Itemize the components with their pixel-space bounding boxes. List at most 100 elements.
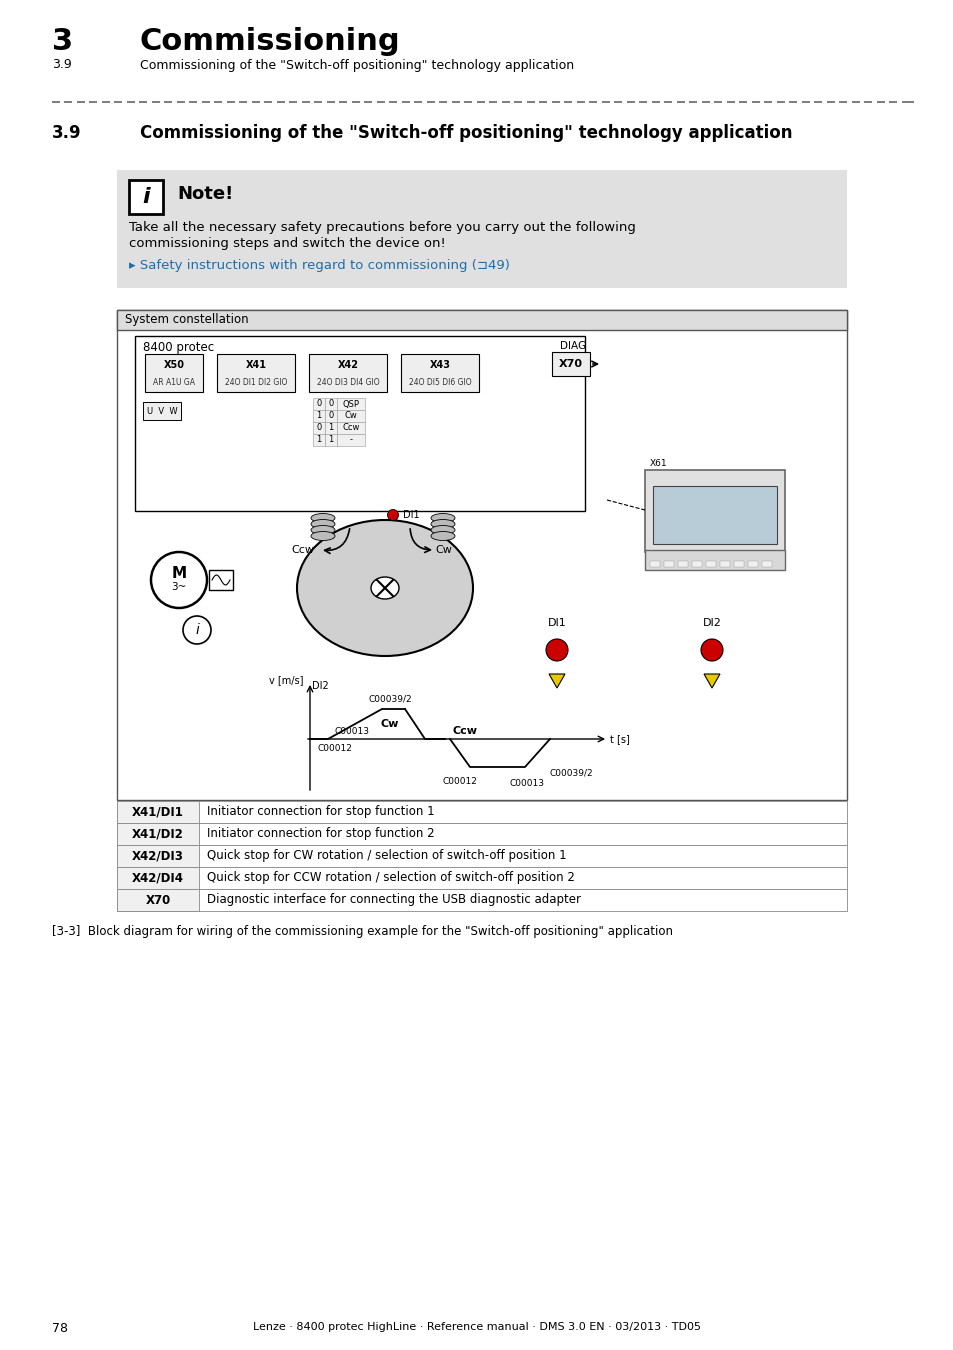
Text: X61: X61 xyxy=(649,459,667,468)
Text: 1: 1 xyxy=(316,436,321,444)
Bar xyxy=(652,486,776,544)
Bar xyxy=(313,423,325,433)
Bar xyxy=(720,562,729,567)
Bar xyxy=(117,310,846,801)
Circle shape xyxy=(700,639,722,662)
Text: v [m/s]: v [m/s] xyxy=(269,675,304,684)
Text: X41/DI1: X41/DI1 xyxy=(132,806,184,818)
Text: ▸ Safety instructions with regard to commissioning (⊐49): ▸ Safety instructions with regard to com… xyxy=(129,259,509,273)
Text: Cw: Cw xyxy=(435,545,452,555)
Bar xyxy=(691,562,701,567)
Text: DI2: DI2 xyxy=(701,618,720,628)
Text: 24O DI1 DI2 GIO: 24O DI1 DI2 GIO xyxy=(225,378,287,387)
Text: commissioning steps and switch the device on!: commissioning steps and switch the devic… xyxy=(129,236,445,250)
Text: [3-3]  Block diagram for wiring of the commissioning example for the "Switch-off: [3-3] Block diagram for wiring of the co… xyxy=(52,925,672,938)
Text: M: M xyxy=(172,567,187,582)
Text: C00012: C00012 xyxy=(317,744,353,753)
Bar xyxy=(129,180,163,215)
Text: i: i xyxy=(194,622,199,637)
Text: Quick stop for CCW rotation / selection of switch-off position 2: Quick stop for CCW rotation / selection … xyxy=(207,872,575,884)
Ellipse shape xyxy=(311,520,335,528)
Ellipse shape xyxy=(431,532,455,540)
Bar xyxy=(117,824,846,845)
Text: Ccw: Ccw xyxy=(452,726,477,736)
Text: Commissioning of the "Switch-off positioning" technology application: Commissioning of the "Switch-off positio… xyxy=(140,58,574,72)
Bar xyxy=(747,562,758,567)
Circle shape xyxy=(387,509,398,521)
Text: AR A1U GA: AR A1U GA xyxy=(152,378,194,387)
Text: X70: X70 xyxy=(558,359,582,369)
Bar xyxy=(117,845,846,867)
Text: C00039/2: C00039/2 xyxy=(550,769,593,778)
Text: 3.9: 3.9 xyxy=(52,58,71,72)
Text: System constellation: System constellation xyxy=(125,313,249,327)
Text: Note!: Note! xyxy=(177,185,233,202)
Text: i: i xyxy=(142,188,150,207)
Bar xyxy=(644,470,784,552)
Text: X41: X41 xyxy=(245,360,266,370)
Text: 78: 78 xyxy=(52,1322,68,1335)
Bar xyxy=(135,336,584,512)
Text: DI1: DI1 xyxy=(402,510,419,520)
Polygon shape xyxy=(703,674,720,688)
Text: QSP: QSP xyxy=(342,400,359,409)
Text: DIAG: DIAG xyxy=(559,342,585,351)
Text: U  V  W: U V W xyxy=(147,406,177,416)
Circle shape xyxy=(151,552,207,608)
Bar xyxy=(117,824,199,845)
Text: C00012: C00012 xyxy=(442,778,476,786)
Text: Quick stop for CW rotation / selection of switch-off position 1: Quick stop for CW rotation / selection o… xyxy=(207,849,566,863)
Bar xyxy=(117,170,846,288)
Text: Diagnostic interface for connecting the USB diagnostic adapter: Diagnostic interface for connecting the … xyxy=(207,894,580,906)
Text: X50: X50 xyxy=(163,360,184,370)
Bar xyxy=(117,867,846,890)
Text: C00039/2: C00039/2 xyxy=(368,695,412,703)
Text: X42: X42 xyxy=(337,360,358,370)
Circle shape xyxy=(183,616,211,644)
Ellipse shape xyxy=(311,513,335,522)
Bar xyxy=(325,423,336,433)
Text: Take all the necessary safety precautions before you carry out the following: Take all the necessary safety precaution… xyxy=(129,220,636,234)
Text: X43: X43 xyxy=(429,360,450,370)
Text: DI1: DI1 xyxy=(547,618,566,628)
Ellipse shape xyxy=(431,525,455,535)
Text: 1: 1 xyxy=(328,436,334,444)
Ellipse shape xyxy=(431,513,455,522)
Text: Lenze · 8400 protec HighLine · Reference manual · DMS 3.0 EN · 03/2013 · TD05: Lenze · 8400 protec HighLine · Reference… xyxy=(253,1322,700,1332)
Ellipse shape xyxy=(431,520,455,528)
Text: 3: 3 xyxy=(52,27,73,57)
Bar xyxy=(117,801,846,824)
Bar xyxy=(313,398,325,410)
Text: 3.9: 3.9 xyxy=(52,124,82,142)
Text: X42/DI4: X42/DI4 xyxy=(132,872,184,884)
Text: Initiator connection for stop function 2: Initiator connection for stop function 2 xyxy=(207,828,435,841)
Text: C00013: C00013 xyxy=(335,726,370,736)
Bar xyxy=(400,354,478,391)
Bar xyxy=(216,354,294,391)
Ellipse shape xyxy=(371,576,398,599)
Text: X70: X70 xyxy=(145,894,171,906)
Bar xyxy=(761,562,771,567)
Bar xyxy=(336,398,365,410)
Text: X42/DI3: X42/DI3 xyxy=(132,849,184,863)
Text: 1: 1 xyxy=(328,424,334,432)
Text: Ccw: Ccw xyxy=(292,545,314,555)
Text: 0: 0 xyxy=(316,424,321,432)
Text: 0: 0 xyxy=(328,400,334,409)
Bar xyxy=(325,433,336,446)
Circle shape xyxy=(545,639,567,662)
Text: 24O DI5 DI6 GIO: 24O DI5 DI6 GIO xyxy=(408,378,471,387)
Bar xyxy=(145,354,203,391)
Bar xyxy=(209,570,233,590)
Bar xyxy=(313,433,325,446)
Text: Initiator connection for stop function 1: Initiator connection for stop function 1 xyxy=(207,806,435,818)
Text: 1: 1 xyxy=(316,412,321,420)
Bar xyxy=(117,890,199,911)
Text: 0: 0 xyxy=(316,400,321,409)
Bar xyxy=(663,562,673,567)
Text: 24O DI3 DI4 GIO: 24O DI3 DI4 GIO xyxy=(316,378,379,387)
Text: 8400 protec: 8400 protec xyxy=(143,342,213,354)
Ellipse shape xyxy=(311,532,335,540)
Text: t [s]: t [s] xyxy=(609,734,629,744)
Bar xyxy=(325,410,336,423)
